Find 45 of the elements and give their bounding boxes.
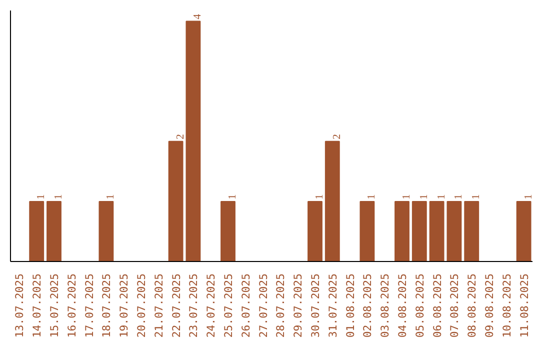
x-tick-label: 27.07.2025 xyxy=(256,274,270,338)
x-tick-label: 02.08.2025 xyxy=(361,274,374,338)
x-tick-label: 22.07.2025 xyxy=(170,274,183,338)
data-label: 1 xyxy=(454,194,465,200)
x-tick-label: 07.08.2025 xyxy=(448,274,462,338)
x-tick-label: 03.08.2025 xyxy=(378,274,392,338)
x-tick-label: 05.08.2025 xyxy=(413,274,426,338)
x-tick-label: 31.07.2025 xyxy=(326,274,340,338)
data-label: 1 xyxy=(228,194,238,200)
x-tick-label: 11.08.2025 xyxy=(518,274,531,338)
data-label: 2 xyxy=(332,134,343,140)
x-tick-label: 14.07.2025 xyxy=(30,274,44,338)
data-label: 1 xyxy=(366,194,378,200)
x-tick-label: 17.07.2025 xyxy=(82,274,96,338)
data-label: 1 xyxy=(523,194,534,200)
x-tick-label: 06.08.2025 xyxy=(430,274,444,338)
x-tick-label: 10.08.2025 xyxy=(500,274,514,338)
x-tick-label: 19.07.2025 xyxy=(118,274,131,338)
data-label: 1 xyxy=(471,194,482,200)
data-label: 1 xyxy=(36,194,48,200)
x-tick-label: 26.07.2025 xyxy=(239,274,252,338)
x-tick-label: 09.08.2025 xyxy=(483,274,496,338)
x-tick-label: 20.07.2025 xyxy=(135,274,148,338)
data-label: 1 xyxy=(418,194,430,200)
x-tick-label: 21.07.2025 xyxy=(152,274,166,338)
x-tick-label: 24.07.2025 xyxy=(204,274,218,338)
data-label: 1 xyxy=(436,194,448,200)
x-tick-label: 15.07.2025 xyxy=(48,274,61,338)
data-label: 2 xyxy=(175,134,186,140)
x-tick-label: 30.07.2025 xyxy=(309,274,322,338)
data-label: 1 xyxy=(54,194,64,200)
x-tick-label: 25.07.2025 xyxy=(222,274,235,338)
x-tick-label: 13.07.2025 xyxy=(13,274,26,338)
x-tick-label: 23.07.2025 xyxy=(187,274,200,338)
data-label: 1 xyxy=(314,194,326,200)
data-label: 1 xyxy=(402,194,412,200)
data-label: 1 xyxy=(106,194,117,200)
x-tick-label: 08.08.2025 xyxy=(466,274,479,338)
x-tick-label: 29.07.2025 xyxy=(292,274,305,338)
x-tick-label: 16.07.2025 xyxy=(65,274,78,338)
data-label: 4 xyxy=(192,13,204,20)
x-tick-label: 04.08.2025 xyxy=(396,274,409,338)
x-tick-label: 01.08.2025 xyxy=(344,274,357,338)
x-tick-label: 18.07.2025 xyxy=(100,274,114,338)
x-tick-label: 28.07.2025 xyxy=(274,274,288,338)
